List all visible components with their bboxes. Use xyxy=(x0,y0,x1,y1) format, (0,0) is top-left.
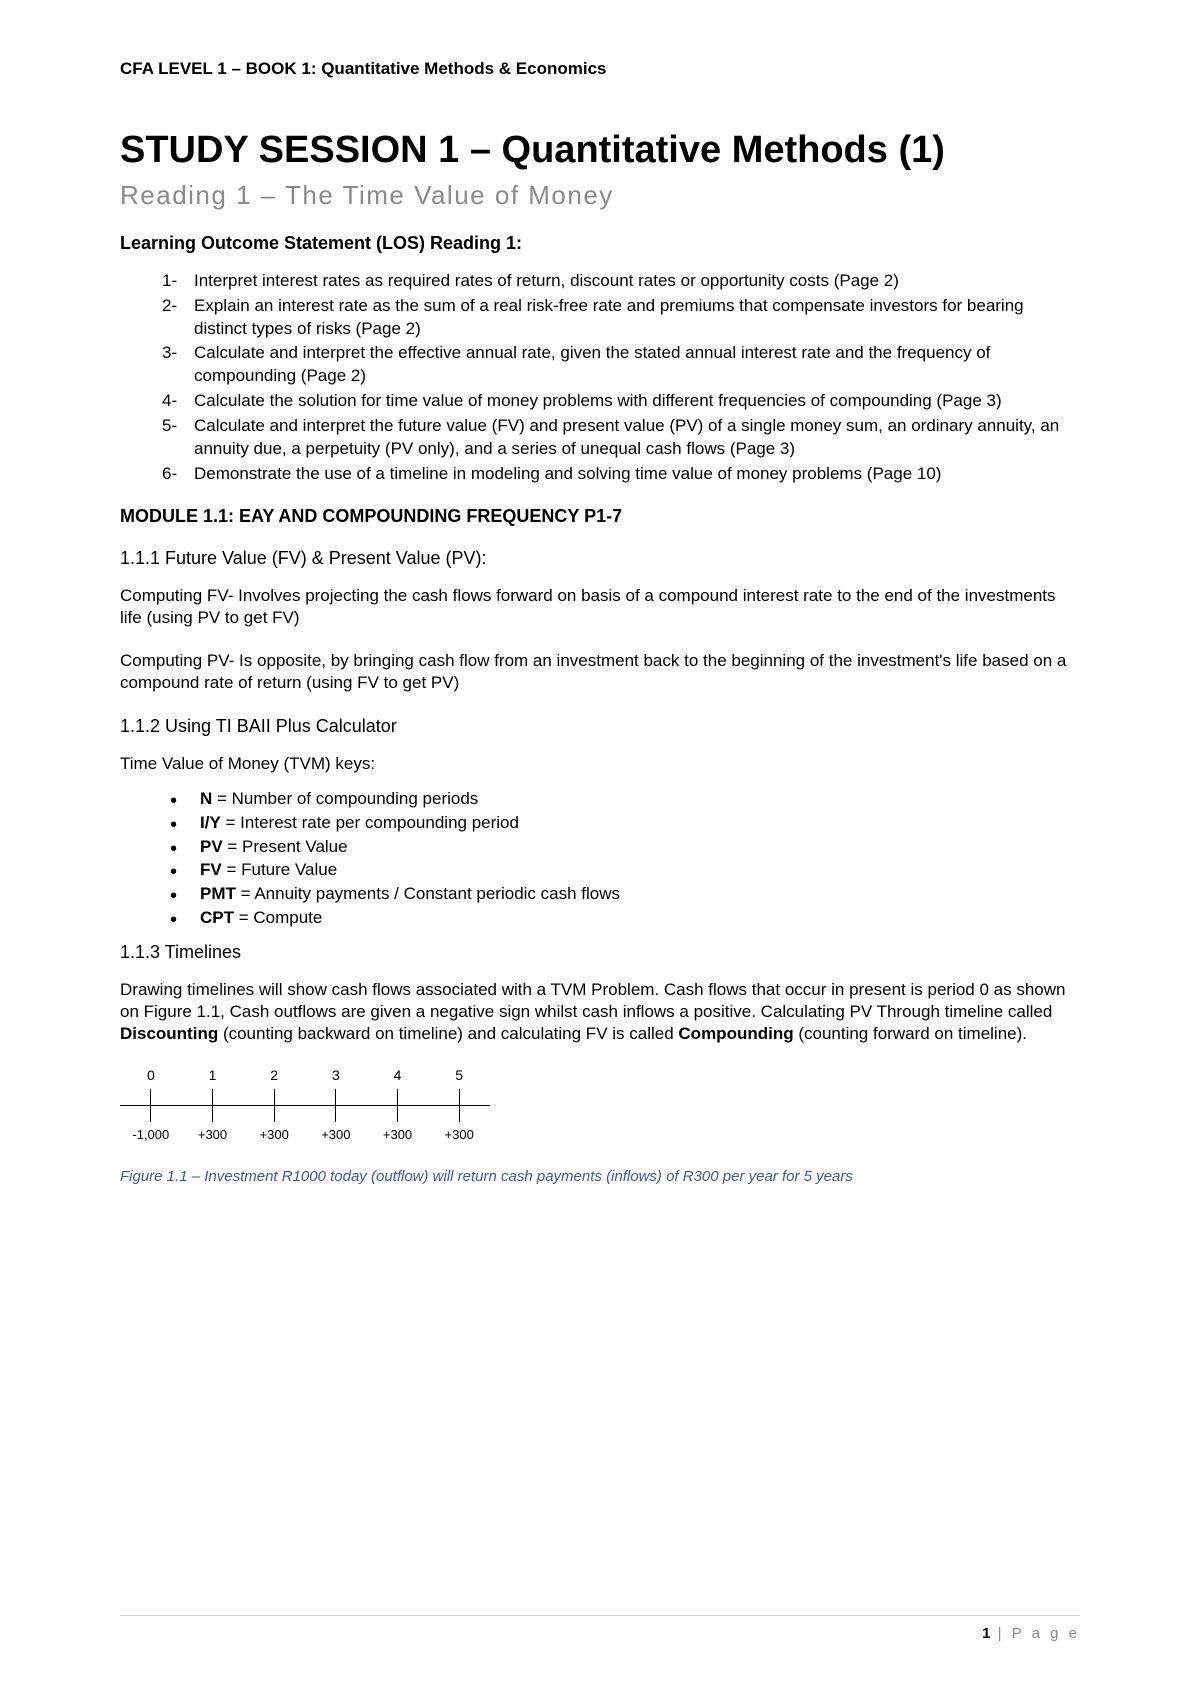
tvm-key: N xyxy=(200,789,212,808)
timeline-tick xyxy=(274,1106,275,1122)
page-label: P a g e xyxy=(1012,1625,1080,1642)
tvm-key-item: CPT = Compute xyxy=(170,907,1080,930)
los-text: Calculate and interpret the future value… xyxy=(194,415,1080,461)
timeline-period: 5 xyxy=(428,1066,490,1085)
timeline-values-row: -1,000 +300 +300 +300 +300 +300 xyxy=(120,1106,490,1144)
timeline-value: -1,000 xyxy=(120,1126,182,1144)
page-label-sep: | xyxy=(998,1625,1012,1642)
section-111-p1: Computing FV- Involves projecting the ca… xyxy=(120,585,1080,630)
text: (counting forward on timeline). xyxy=(794,1024,1027,1043)
tvm-key: PMT xyxy=(200,884,236,903)
page: CFA LEVEL 1 – BOOK 1: Quantitative Metho… xyxy=(0,0,1200,1698)
page-number: 1 xyxy=(982,1625,990,1642)
los-number: 3- xyxy=(162,342,194,388)
tvm-key-item: I/Y = Interest rate per compounding peri… xyxy=(170,812,1080,835)
tvm-desc: = Interest rate per compounding period xyxy=(221,813,519,832)
los-list: 1-Interpret interest rates as required r… xyxy=(162,270,1080,486)
term-discounting: Discounting xyxy=(120,1024,218,1043)
timeline-periods-row: 0 1 2 3 4 5 xyxy=(120,1066,490,1105)
timeline-tick xyxy=(212,1089,213,1105)
figure-caption: Figure 1.1 – Investment R1000 today (out… xyxy=(120,1167,1080,1187)
los-number: 5- xyxy=(162,415,194,461)
los-text: Demonstrate the use of a timeline in mod… xyxy=(194,463,1080,486)
page-header: CFA LEVEL 1 – BOOK 1: Quantitative Metho… xyxy=(120,58,1080,81)
timeline-tick xyxy=(335,1089,336,1105)
section-113-heading: 1.1.3 Timelines xyxy=(120,940,1080,964)
timeline-diagram: 0 1 2 3 4 5 -1,000 +300 +300 +300 +300 +… xyxy=(120,1066,1080,1143)
tvm-label: Time Value of Money (TVM) keys: xyxy=(120,753,1080,776)
tvm-key: PV xyxy=(200,837,223,856)
timeline-value: +300 xyxy=(243,1126,305,1144)
timeline-value: +300 xyxy=(305,1126,367,1144)
los-item: 2-Explain an interest rate as the sum of… xyxy=(162,295,1080,341)
los-number: 1- xyxy=(162,270,194,293)
los-text: Interpret interest rates as required rat… xyxy=(194,270,1080,293)
los-text: Calculate and interpret the effective an… xyxy=(194,342,1080,388)
reading-subtitle: Reading 1 – The Time Value of Money xyxy=(120,178,1080,213)
los-heading: Learning Outcome Statement (LOS) Reading… xyxy=(120,231,1080,255)
timeline-tick xyxy=(335,1106,336,1122)
section-111-heading: 1.1.1 Future Value (FV) & Present Value … xyxy=(120,546,1080,570)
los-item: 6-Demonstrate the use of a timeline in m… xyxy=(162,463,1080,486)
timeline-period: 3 xyxy=(305,1066,367,1085)
los-item: 4-Calculate the solution for time value … xyxy=(162,390,1080,413)
tvm-keys-list: N = Number of compounding periods I/Y = … xyxy=(170,788,1080,931)
section-112-heading: 1.1.2 Using TI BAII Plus Calculator xyxy=(120,714,1080,738)
timeline-period: 1 xyxy=(182,1066,244,1085)
tvm-key-item: PMT = Annuity payments / Constant period… xyxy=(170,883,1080,906)
timeline-value: +300 xyxy=(182,1126,244,1144)
los-number: 2- xyxy=(162,295,194,341)
tvm-key-item: PV = Present Value xyxy=(170,836,1080,859)
section-111-p2: Computing PV- Is opposite, by bringing c… xyxy=(120,650,1080,695)
tvm-key: FV xyxy=(200,860,222,879)
los-item: 5-Calculate and interpret the future val… xyxy=(162,415,1080,461)
timeline-tick xyxy=(459,1106,460,1122)
tvm-key: I/Y xyxy=(200,813,221,832)
los-number: 6- xyxy=(162,463,194,486)
timeline-value: +300 xyxy=(367,1126,429,1144)
session-title: STUDY SESSION 1 – Quantitative Methods (… xyxy=(120,125,1080,176)
timeline-tick xyxy=(274,1089,275,1105)
tvm-desc: = Number of compounding periods xyxy=(212,789,478,808)
los-item: 1-Interpret interest rates as required r… xyxy=(162,270,1080,293)
timeline-period: 4 xyxy=(367,1066,429,1085)
timeline-value: +300 xyxy=(428,1126,490,1144)
tvm-key-item: N = Number of compounding periods xyxy=(170,788,1080,811)
tvm-desc: = Annuity payments / Constant periodic c… xyxy=(236,884,620,903)
text: Drawing timelines will show cash flows a… xyxy=(120,980,1065,1021)
los-number: 4- xyxy=(162,390,194,413)
tvm-desc: = Future Value xyxy=(222,860,337,879)
los-item: 3-Calculate and interpret the effective … xyxy=(162,342,1080,388)
text: (counting backward on timeline) and calc… xyxy=(218,1024,678,1043)
timeline-tick xyxy=(150,1106,151,1122)
timeline-tick xyxy=(397,1106,398,1122)
tvm-key: CPT xyxy=(200,908,234,927)
module-heading: MODULE 1.1: EAY AND COMPOUNDING FREQUENC… xyxy=(120,504,1080,528)
tvm-desc: = Present Value xyxy=(223,837,348,856)
los-text: Calculate the solution for time value of… xyxy=(194,390,1080,413)
section-113-paragraph: Drawing timelines will show cash flows a… xyxy=(120,979,1080,1046)
timeline-tick xyxy=(212,1106,213,1122)
timeline-period: 2 xyxy=(243,1066,305,1085)
tvm-key-item: FV = Future Value xyxy=(170,859,1080,882)
los-text: Explain an interest rate as the sum of a… xyxy=(194,295,1080,341)
tvm-desc: = Compute xyxy=(234,908,322,927)
timeline-tick xyxy=(150,1089,151,1105)
timeline-period: 0 xyxy=(120,1066,182,1085)
page-footer: 1 | P a g e xyxy=(120,1615,1080,1644)
timeline-tick xyxy=(397,1089,398,1105)
timeline-tick xyxy=(459,1089,460,1105)
term-compounding: Compounding xyxy=(678,1024,793,1043)
